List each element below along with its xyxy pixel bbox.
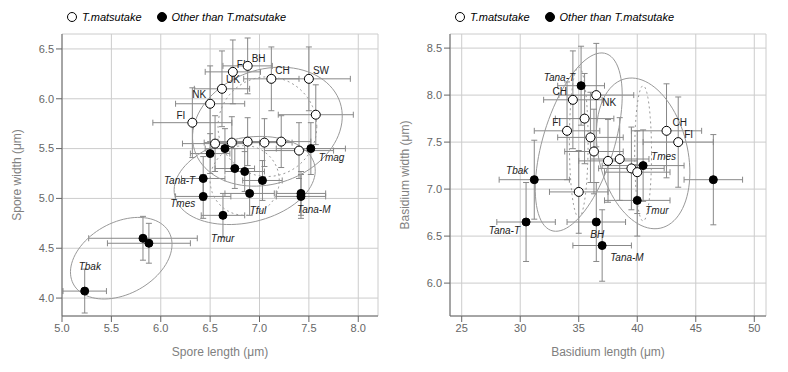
svg-text:6.5: 6.5 bbox=[427, 230, 442, 242]
svg-text:BH: BH bbox=[590, 229, 605, 240]
svg-text:30: 30 bbox=[514, 322, 526, 334]
svg-text:CH: CH bbox=[552, 86, 566, 97]
svg-text:5.5: 5.5 bbox=[39, 142, 54, 154]
svg-text:4.5: 4.5 bbox=[39, 242, 54, 254]
svg-text:Tmur: Tmur bbox=[211, 233, 235, 244]
svg-text:50: 50 bbox=[748, 322, 760, 334]
svg-text:7.5: 7.5 bbox=[427, 136, 442, 148]
svg-text:5.0: 5.0 bbox=[39, 192, 54, 204]
html-text:T.matsutake: T.matsutake bbox=[82, 11, 142, 23]
svg-text:Tana-T: Tana-T bbox=[164, 175, 196, 186]
svg-text:FI: FI bbox=[684, 129, 693, 140]
svg-text:6.5: 6.5 bbox=[202, 322, 217, 334]
svg-text:6.5: 6.5 bbox=[39, 43, 54, 55]
svg-text:Basidium length (μm): Basidium length (μm) bbox=[551, 345, 665, 359]
svg-text:NK: NK bbox=[602, 97, 616, 108]
svg-text:Tmes: Tmes bbox=[651, 151, 676, 162]
svg-text:SW: SW bbox=[313, 65, 330, 76]
svg-text:Tmur: Tmur bbox=[645, 205, 669, 216]
svg-text:Spore width (μm): Spore width (μm) bbox=[10, 129, 24, 221]
svg-text:8.0: 8.0 bbox=[351, 322, 366, 334]
svg-text:40: 40 bbox=[631, 322, 643, 334]
svg-text:CH: CH bbox=[275, 65, 289, 76]
svg-text:6.0: 6.0 bbox=[39, 93, 54, 105]
svg-text:CH: CH bbox=[673, 117, 687, 128]
svg-text:Tbak: Tbak bbox=[79, 261, 102, 272]
svg-text:FI: FI bbox=[236, 58, 246, 70]
svg-text:UK: UK bbox=[226, 74, 240, 86]
html-text:T.matsutake: T.matsutake bbox=[470, 11, 530, 23]
svg-text:7.0: 7.0 bbox=[427, 183, 442, 195]
svg-text:Tana-T: Tana-T bbox=[489, 225, 521, 236]
svg-text:6.0: 6.0 bbox=[427, 277, 442, 289]
svg-text:4.0: 4.0 bbox=[39, 292, 54, 304]
svg-text:Tmes: Tmes bbox=[170, 198, 195, 209]
svg-text:35: 35 bbox=[573, 322, 585, 334]
svg-text:Tana-M: Tana-M bbox=[297, 204, 331, 215]
svg-text:7.0: 7.0 bbox=[252, 322, 267, 334]
svg-text:5.0: 5.0 bbox=[54, 322, 69, 334]
svg-text:7.5: 7.5 bbox=[301, 322, 316, 334]
svg-text:NK: NK bbox=[192, 89, 206, 100]
svg-text:Spore length (μm): Spore length (μm) bbox=[172, 345, 268, 359]
svg-text:Basidium width (μm): Basidium width (μm) bbox=[398, 121, 412, 230]
svg-text:6.0: 6.0 bbox=[153, 322, 168, 334]
svg-text:Tana-T: Tana-T bbox=[544, 72, 576, 83]
svg-text:45: 45 bbox=[690, 322, 702, 334]
html-text:Other than T.matsutake: Other than T.matsutake bbox=[559, 11, 675, 23]
svg-text:5.5: 5.5 bbox=[104, 322, 119, 334]
html-text:Other than T.matsutake: Other than T.matsutake bbox=[171, 11, 287, 23]
svg-text:25: 25 bbox=[456, 322, 468, 334]
svg-text:Tana-M: Tana-M bbox=[610, 252, 644, 263]
svg-text:FI: FI bbox=[176, 110, 185, 121]
svg-text:Tbak: Tbak bbox=[506, 165, 529, 176]
svg-text:Tful: Tful bbox=[250, 205, 267, 216]
svg-text:BH: BH bbox=[252, 53, 266, 64]
svg-text:8.5: 8.5 bbox=[427, 42, 442, 54]
svg-text:FI: FI bbox=[552, 117, 561, 128]
svg-text:Tmag: Tmag bbox=[319, 152, 345, 163]
svg-text:8.0: 8.0 bbox=[427, 89, 442, 101]
